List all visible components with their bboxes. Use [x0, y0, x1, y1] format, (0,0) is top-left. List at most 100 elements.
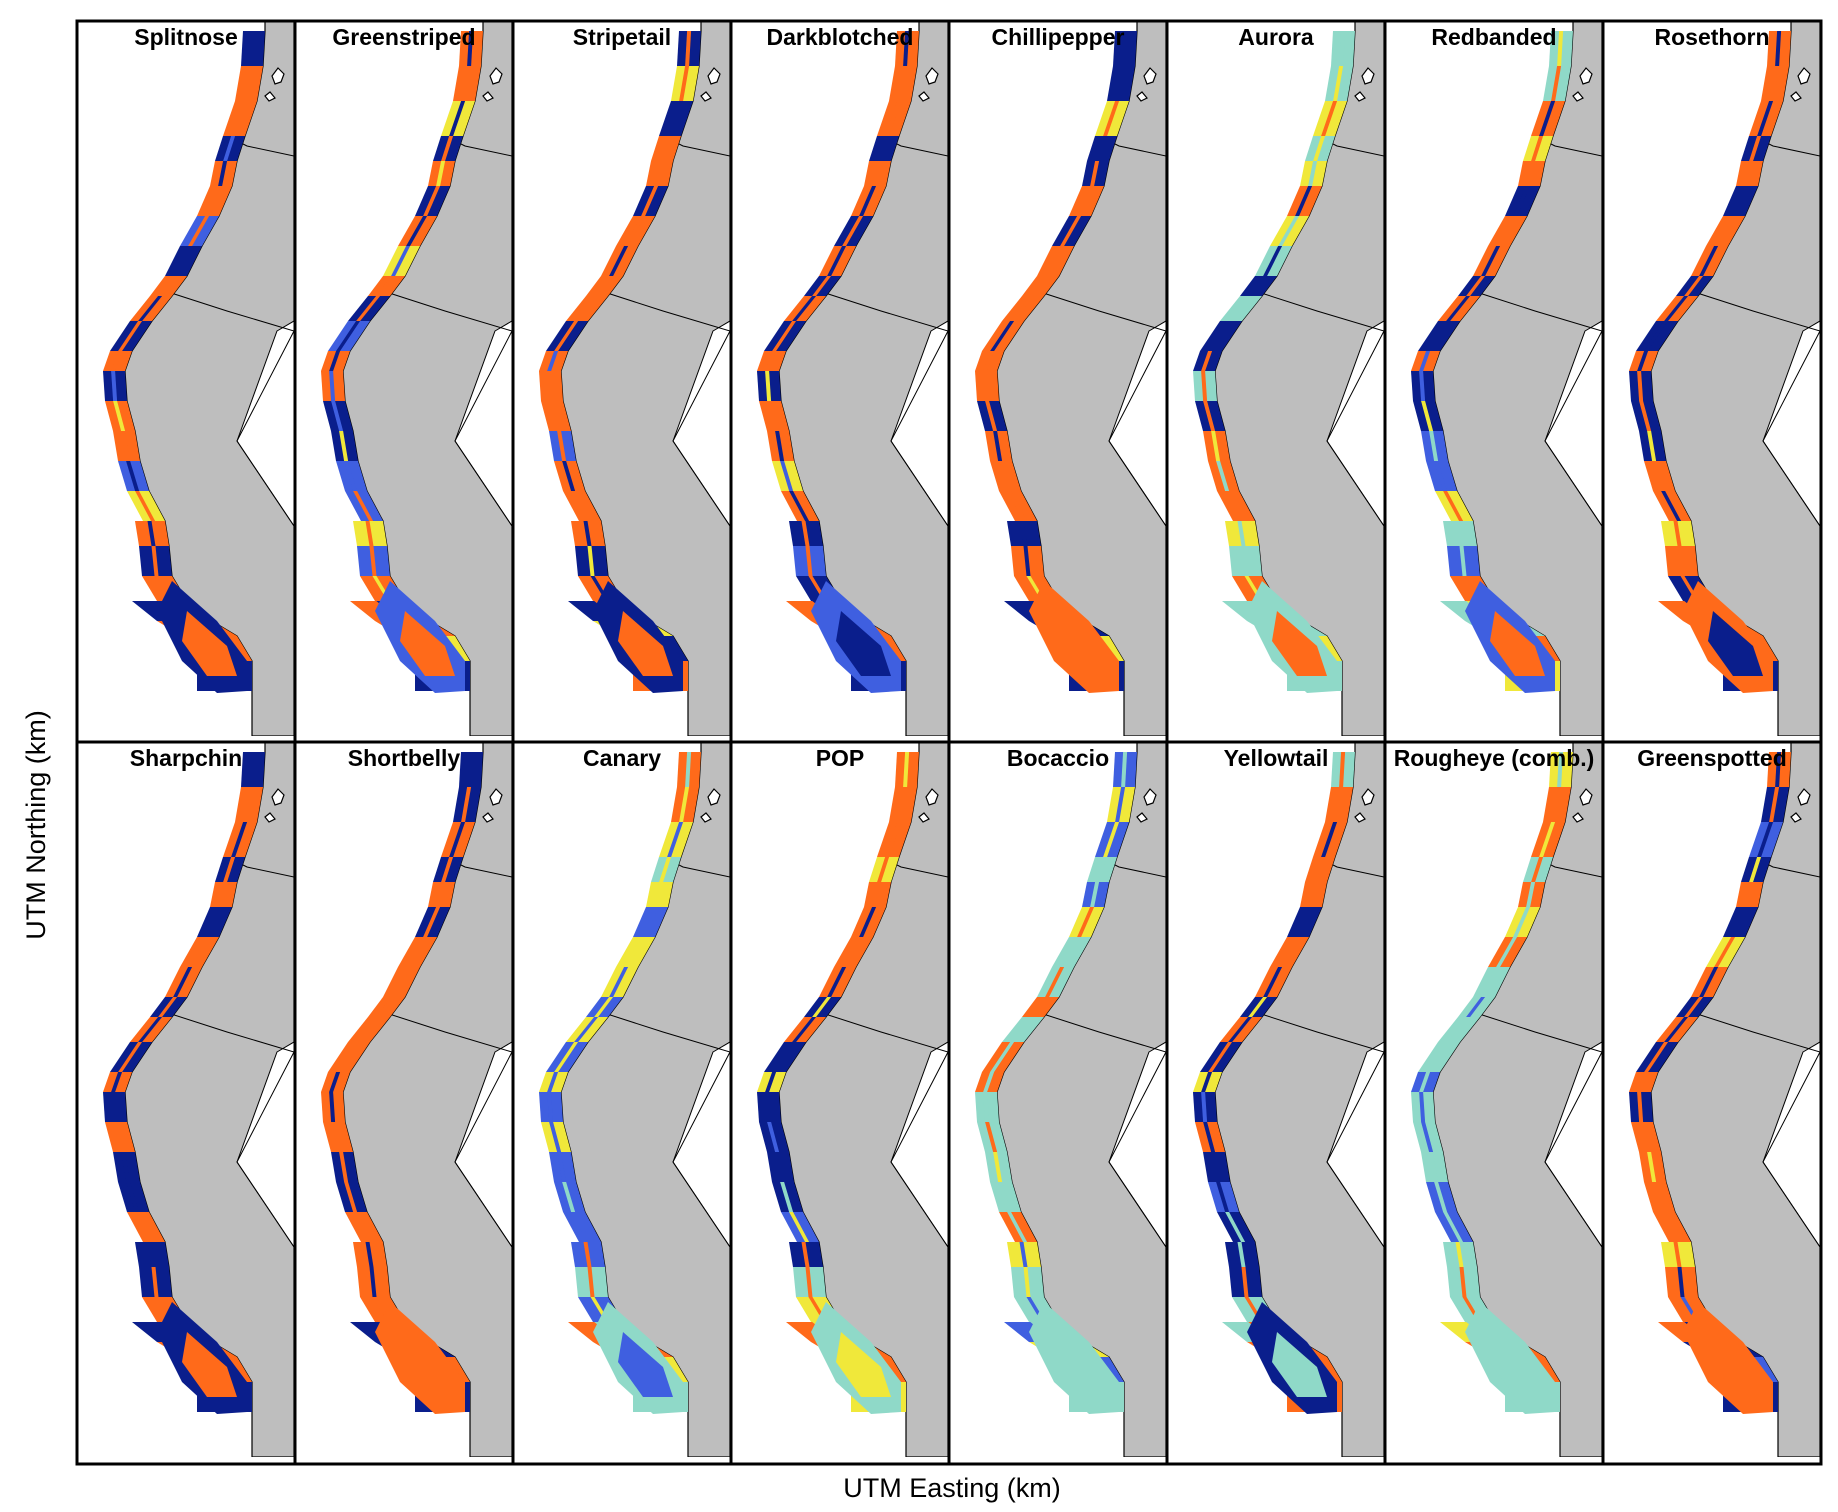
state-border [1326, 330, 1384, 527]
habitat-band [436, 882, 446, 907]
habitat-band [188, 937, 210, 967]
habitat-band [1203, 401, 1216, 431]
habitat-band [1551, 66, 1562, 101]
habitat-band [1007, 491, 1028, 521]
habitat-band [812, 997, 832, 1017]
habitat-band [1637, 1072, 1649, 1092]
habitat-band [624, 937, 646, 967]
habitat-band [993, 431, 1003, 461]
habitat-band [1295, 907, 1313, 937]
habitat-band [1673, 521, 1682, 546]
habitat-band [1708, 611, 1763, 676]
habitat-band [1757, 822, 1774, 857]
habitat-band [1023, 546, 1031, 576]
habitat-band [983, 371, 990, 401]
habitat-band [1313, 857, 1326, 882]
habitat-band [400, 1332, 455, 1397]
habitat-band [391, 967, 411, 997]
inland-region [1544, 1041, 1602, 1248]
state-border [1036, 1011, 1166, 1053]
habitat-band [641, 907, 659, 937]
habitat-band [609, 246, 629, 276]
state-border [382, 290, 512, 332]
habitat-band [547, 1072, 559, 1092]
habitat-band [1421, 1122, 1434, 1152]
habitat-band [594, 276, 614, 296]
habitat-band [801, 1242, 810, 1267]
habitat-band [1652, 1182, 1666, 1212]
inland-region [236, 1041, 294, 1248]
habitat-band [789, 491, 810, 521]
habitat-band [775, 1152, 785, 1182]
habitat-band [780, 1182, 794, 1212]
habitat-band [1434, 461, 1448, 491]
habitat-band [339, 431, 349, 461]
habitat-band [667, 822, 684, 857]
habitat-band [1228, 296, 1253, 321]
habitat-band [1426, 1042, 1451, 1072]
habitat-band [562, 461, 576, 491]
habitat-band [1429, 1152, 1439, 1182]
habitat-band [391, 246, 411, 276]
state-border [1544, 1051, 1602, 1248]
habitat-band [1466, 276, 1486, 296]
inland-region [1544, 320, 1602, 527]
habitat-band [1278, 216, 1300, 246]
island-outline [1136, 67, 1157, 102]
habitat-band [1644, 1042, 1669, 1072]
habitat-band [1103, 101, 1120, 136]
state-border [890, 330, 948, 527]
map-panel: Rougheye (comb.) [1383, 740, 1605, 1466]
habitat-band [998, 1182, 1012, 1212]
habitat-band [147, 1242, 156, 1267]
habitat-band [1637, 1092, 1644, 1122]
island-outline [1354, 788, 1375, 823]
state-border [890, 1051, 948, 1248]
island-outline [918, 67, 939, 102]
habitat-band [329, 1092, 336, 1122]
habitat-band [1426, 321, 1451, 351]
habitat-band [1708, 1332, 1763, 1397]
habitat-band [1496, 937, 1518, 967]
habitat-band [441, 857, 454, 882]
habitat-band [121, 431, 131, 461]
habitat-band [765, 1072, 777, 1092]
habitat-band [1526, 882, 1536, 907]
habitat-band [1744, 882, 1754, 907]
habitat-band [173, 967, 193, 997]
state-border [1544, 330, 1602, 527]
habitat-band [609, 967, 629, 997]
habitat-band [1446, 296, 1471, 321]
panel-title: POP [816, 745, 865, 771]
habitat-band [547, 351, 559, 371]
habitat-band [121, 1152, 131, 1182]
inland-region [454, 320, 512, 527]
habitat-band [903, 31, 910, 66]
habitat-band [223, 136, 236, 161]
habitat-band [1030, 276, 1050, 296]
habitat-band [1639, 401, 1652, 431]
habitat-band [1077, 186, 1095, 216]
habitat-band [1237, 521, 1246, 546]
habitat-band [574, 296, 599, 321]
habitat-band [641, 186, 659, 216]
habitat-band [243, 787, 254, 822]
habitat-band [877, 857, 890, 882]
habitat-band [667, 101, 684, 136]
island-outline [1136, 788, 1157, 823]
habitat-band [158, 276, 178, 296]
habitat-band [654, 882, 664, 907]
habitat-band [792, 296, 817, 321]
habitat-band [353, 491, 374, 521]
map-panel: Shortbelly [293, 740, 515, 1466]
habitat-band [231, 101, 248, 136]
habitat-band [1333, 787, 1344, 822]
inland-region [672, 320, 730, 527]
inland-region [1108, 1041, 1166, 1248]
habitat-band [1429, 431, 1439, 461]
habitat-band [1664, 296, 1689, 321]
inland-region [1326, 320, 1384, 527]
state-border [818, 290, 948, 332]
habitat-band [126, 461, 140, 491]
